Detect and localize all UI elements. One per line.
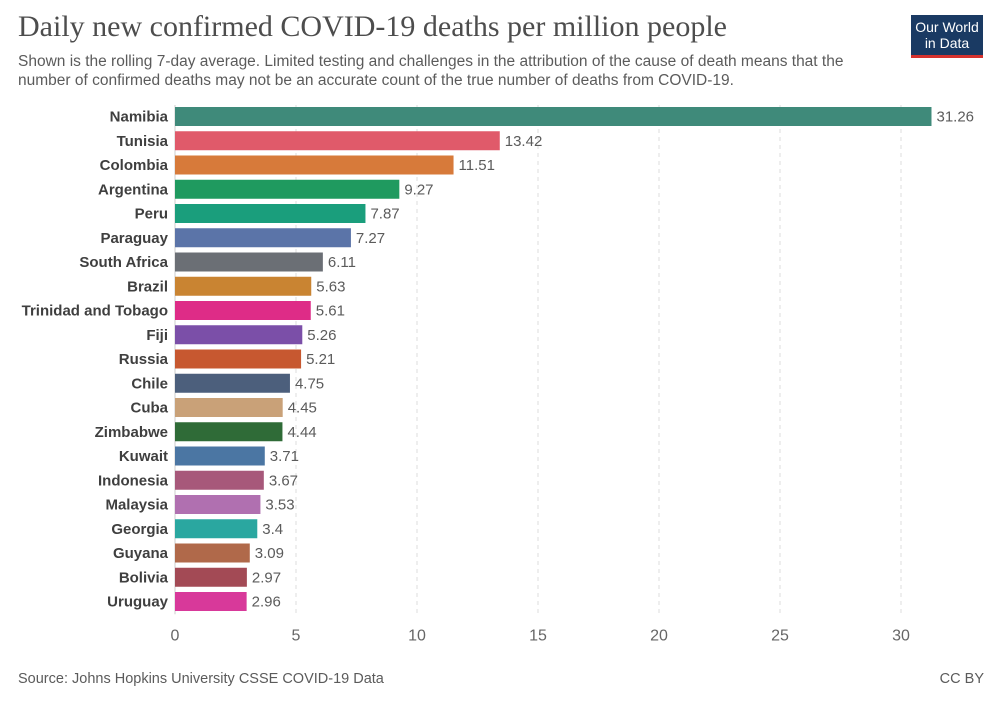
- license-label[interactable]: CC BY: [939, 671, 984, 687]
- category-label: Bolivia: [119, 569, 169, 586]
- x-tick-label: 5: [292, 627, 301, 644]
- bar: [175, 398, 283, 417]
- category-label: Trinidad and Tobago: [22, 303, 168, 320]
- logo-line-2: in Data: [924, 35, 970, 51]
- value-label: 5.61: [316, 303, 345, 320]
- chart-subtitle: Shown is the rolling 7-day average. Limi…: [18, 53, 844, 89]
- category-label: Malaysia: [105, 497, 168, 514]
- value-label: 2.96: [252, 594, 281, 611]
- category-label: South Africa: [79, 254, 168, 271]
- value-label: 3.09: [255, 545, 284, 562]
- category-label: Fiji: [146, 327, 168, 344]
- category-label: Guyana: [113, 545, 169, 562]
- bar: [175, 228, 351, 248]
- bar: [175, 495, 261, 514]
- value-label: 5.26: [307, 327, 336, 344]
- bar: [175, 519, 258, 539]
- category-label: Zimbabwe: [95, 424, 168, 441]
- logo-accent-bar: [911, 55, 983, 58]
- x-tick-label: 0: [171, 627, 180, 644]
- value-label: 13.42: [505, 133, 543, 150]
- bar: [175, 131, 500, 151]
- category-label: Paraguay: [100, 230, 168, 247]
- value-label: 3.53: [265, 497, 294, 514]
- value-label: 3.67: [269, 472, 298, 489]
- bar: [175, 179, 400, 199]
- bar: [175, 276, 312, 296]
- value-label: 3.71: [270, 448, 299, 465]
- category-label: Indonesia: [98, 472, 169, 489]
- bar: [175, 422, 283, 442]
- category-label: Russia: [119, 351, 169, 368]
- value-label: 7.27: [356, 230, 385, 247]
- bar: [175, 470, 264, 490]
- value-label: 6.11: [328, 254, 356, 271]
- category-label: Kuwait: [119, 448, 168, 465]
- value-label: 4.44: [287, 424, 316, 441]
- bar: [175, 567, 247, 587]
- value-label: 11.51: [459, 157, 495, 174]
- source-note[interactable]: Source: Johns Hopkins University CSSE CO…: [18, 671, 384, 687]
- category-label: Georgia: [111, 521, 168, 538]
- category-label: Argentina: [98, 181, 169, 198]
- value-label: 31.26: [936, 109, 974, 126]
- x-tick-label: 30: [892, 627, 910, 644]
- category-label: Tunisia: [117, 133, 169, 150]
- category-label: Brazil: [127, 278, 168, 295]
- value-label: 5.63: [316, 278, 345, 295]
- value-label: 9.27: [404, 181, 433, 198]
- category-label: Cuba: [131, 400, 169, 417]
- bar-chart: 0 5 10 15 20 25 30 Namibia 31.26 Tunisia 13.42 Colo…: [22, 105, 974, 644]
- category-label: Peru: [135, 206, 168, 223]
- chart-title: Daily new confirmed COVID-19 deaths per …: [18, 10, 727, 43]
- bar: [175, 301, 311, 320]
- value-label: 4.45: [288, 400, 317, 417]
- category-label: Namibia: [110, 109, 169, 126]
- category-label: Chile: [131, 375, 168, 392]
- category-label: Colombia: [100, 157, 169, 174]
- logo-line-1: Our World: [915, 19, 979, 35]
- category-label: Uruguay: [107, 594, 169, 611]
- bar: [175, 325, 303, 345]
- bar: [175, 252, 323, 272]
- value-label: 5.21: [306, 351, 335, 368]
- value-label: 4.75: [295, 375, 324, 392]
- x-tick-label: 10: [408, 627, 426, 644]
- bar: [175, 155, 454, 175]
- x-tick-label: 25: [771, 627, 789, 644]
- owid-logo[interactable]: Our World in Data: [911, 15, 983, 58]
- value-label: 3.4: [262, 521, 283, 538]
- bar: [175, 543, 250, 563]
- bar: [175, 349, 302, 369]
- bar: [175, 592, 247, 611]
- bar: [175, 204, 366, 223]
- bar: [175, 107, 932, 126]
- x-tick-label: 20: [650, 627, 668, 644]
- value-label: 7.87: [370, 206, 399, 223]
- bar: [175, 373, 290, 393]
- value-label: 2.97: [252, 569, 281, 586]
- bar: [175, 446, 265, 466]
- x-tick-label: 15: [529, 627, 547, 644]
